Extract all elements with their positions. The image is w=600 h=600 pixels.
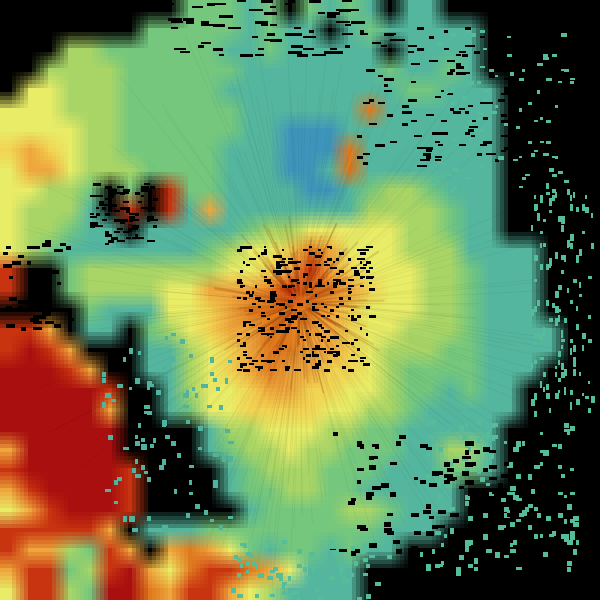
- radar-screenshot-root: [0, 0, 600, 600]
- radar-ppi-image: [0, 0, 600, 600]
